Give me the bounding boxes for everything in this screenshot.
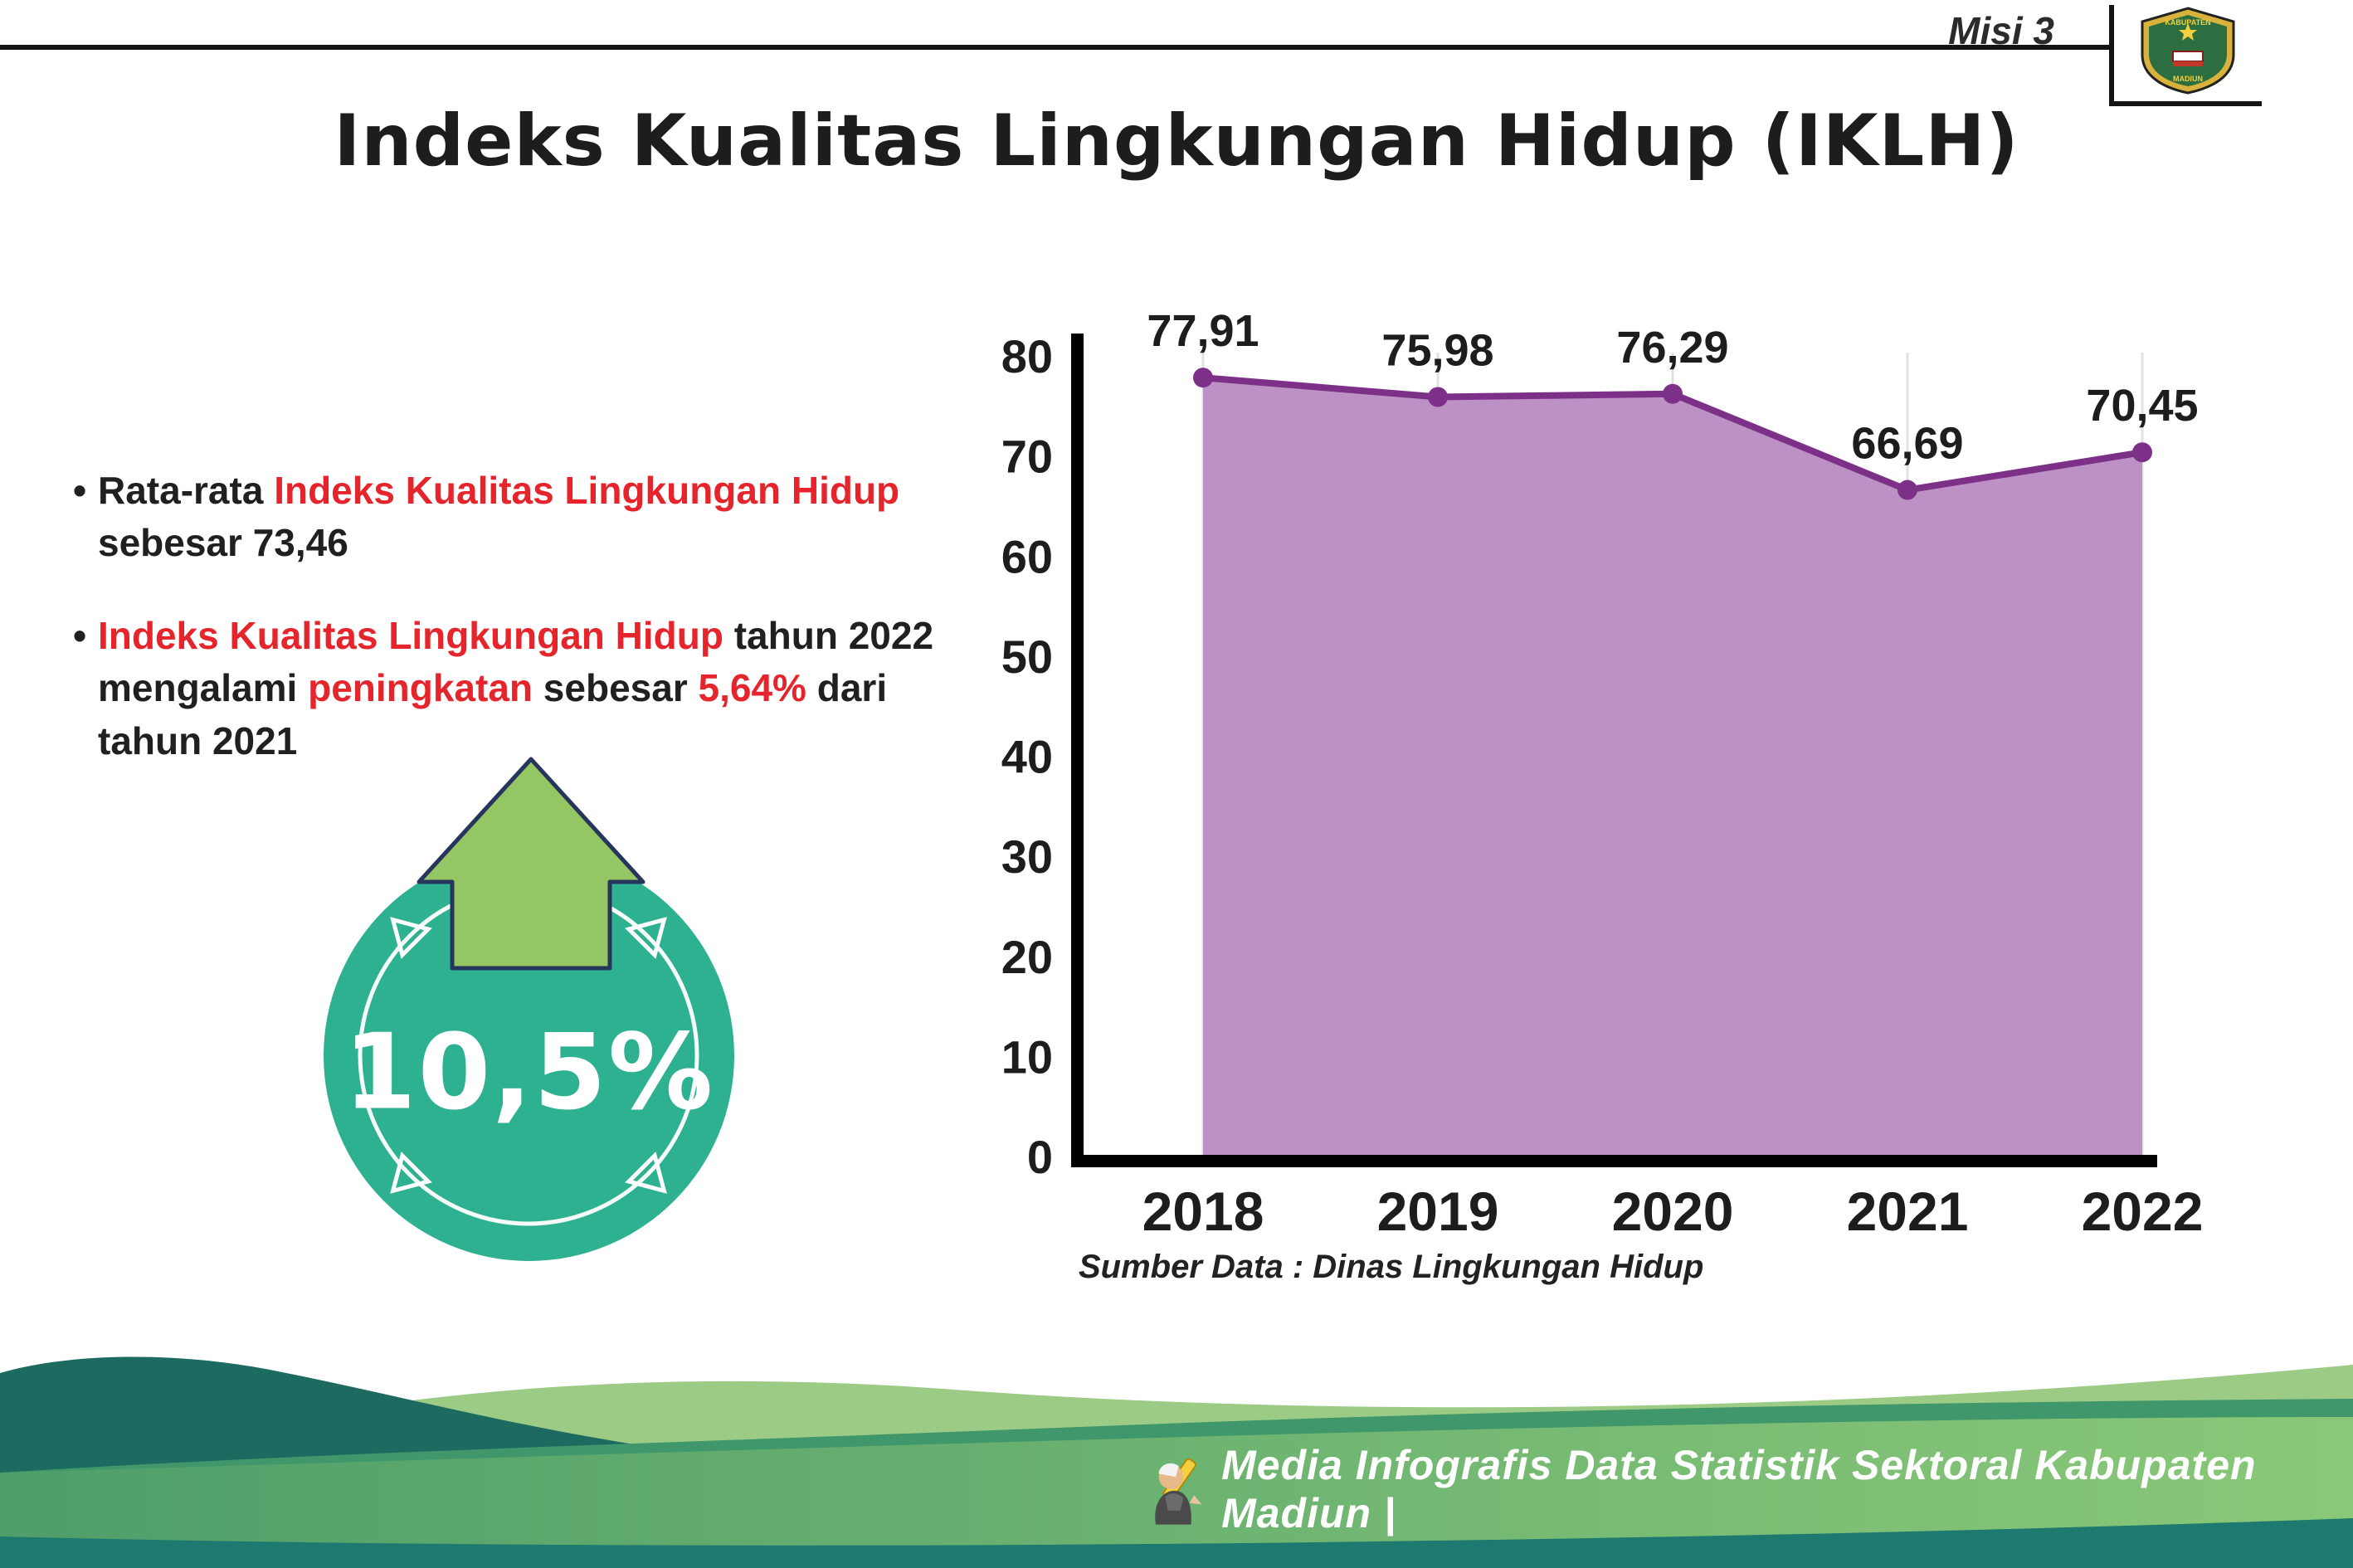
notes-list: Rata-rata Indeks Kualitas Lingkungan Hid… — [73, 465, 952, 807]
arrow-up-icon — [417, 757, 645, 971]
increase-badge: 10,5% — [324, 850, 734, 1261]
increase-percentage: 10,5% — [343, 1010, 715, 1133]
y-axis — [1071, 334, 1084, 1166]
x-tick-label: 2020 — [1612, 1181, 1734, 1242]
mascot-icon — [1155, 1458, 1202, 1525]
chart-source-note: Sumber Data : Dinas Lingkungan Hidup — [1079, 1249, 1704, 1285]
misi-label: Misi 3 — [1948, 9, 2054, 52]
footer-credit: Media Infografis Data Statistik Sektoral… — [1145, 1442, 2353, 1536]
value-label: 66,69 — [1851, 419, 1963, 469]
y-tick-label: 40 — [1001, 731, 1053, 783]
value-label: 76,29 — [1616, 323, 1728, 373]
text-segment: Indeks Kualitas Lingkungan Hidup — [98, 613, 723, 657]
x-tick-label: 2018 — [1142, 1181, 1264, 1242]
chart-area — [1203, 377, 2142, 1157]
logo-text-bottom: MADIUN — [2173, 75, 2203, 83]
data-point — [1663, 383, 1683, 404]
text-segment: peningkatan — [308, 666, 533, 710]
logo-frame: KABUPATEN MADIUN — [2109, 5, 2262, 106]
bullet-item-average: Rata-rata Indeks Kualitas Lingkungan Hid… — [73, 465, 952, 570]
text-segment: Indeks Kualitas Lingkungan Hidup — [274, 469, 900, 512]
x-tick-label: 2019 — [1377, 1181, 1499, 1242]
x-tick-label: 2021 — [1847, 1181, 1969, 1242]
logo-text-top: KABUPATEN — [2165, 18, 2210, 27]
text-segment: sebesar 73,46 — [98, 521, 348, 565]
text-segment: 5,64% — [698, 666, 806, 710]
text-segment: dari tahun 2021 — [98, 666, 888, 762]
y-tick-label: 50 — [1001, 631, 1053, 683]
value-label: 75,98 — [1381, 325, 1493, 375]
data-point — [1193, 368, 1213, 388]
bullet-item-increase: Indeks Kualitas Lingkungan Hidup tahun 2… — [73, 610, 952, 767]
header-divider — [0, 45, 2109, 50]
logo-star-icon — [2179, 23, 2197, 41]
text-segment: tahun 2022 mengalami — [98, 613, 934, 710]
y-tick-label: 10 — [1001, 1030, 1053, 1083]
iklh-chart-svg: 77,91 75,98 76,29 66,69 70,45 0 10 20 30 40 50 60 70… — [1001, 306, 2204, 1242]
y-tick-label: 60 — [1001, 530, 1053, 582]
text-segment: Rata-rata — [98, 469, 275, 512]
kabupaten-madiun-logo: KABUPATEN MADIUN — [2141, 7, 2235, 95]
y-tick-label: 30 — [1001, 830, 1053, 883]
x-axis — [1071, 1155, 2157, 1167]
y-tick-label: 80 — [1001, 330, 1053, 382]
data-point — [1898, 480, 1917, 500]
data-point — [1428, 387, 1448, 407]
value-label: 77,91 — [1147, 306, 1259, 356]
value-label: 70,45 — [2086, 381, 2198, 431]
text-segment: sebesar — [533, 666, 699, 710]
y-tick-label: 20 — [1001, 931, 1053, 983]
y-tick-label: 0 — [1027, 1131, 1053, 1183]
x-tick-label: 2022 — [2082, 1181, 2204, 1242]
data-point — [2132, 442, 2152, 463]
page-title: Indeks Kualitas Lingkungan Hidup (IKLH) — [334, 100, 2019, 183]
footer-credit-text: Media Infografis Data Statistik Sektoral… — [1221, 1442, 2257, 1536]
y-tick-label: 70 — [1001, 431, 1053, 483]
